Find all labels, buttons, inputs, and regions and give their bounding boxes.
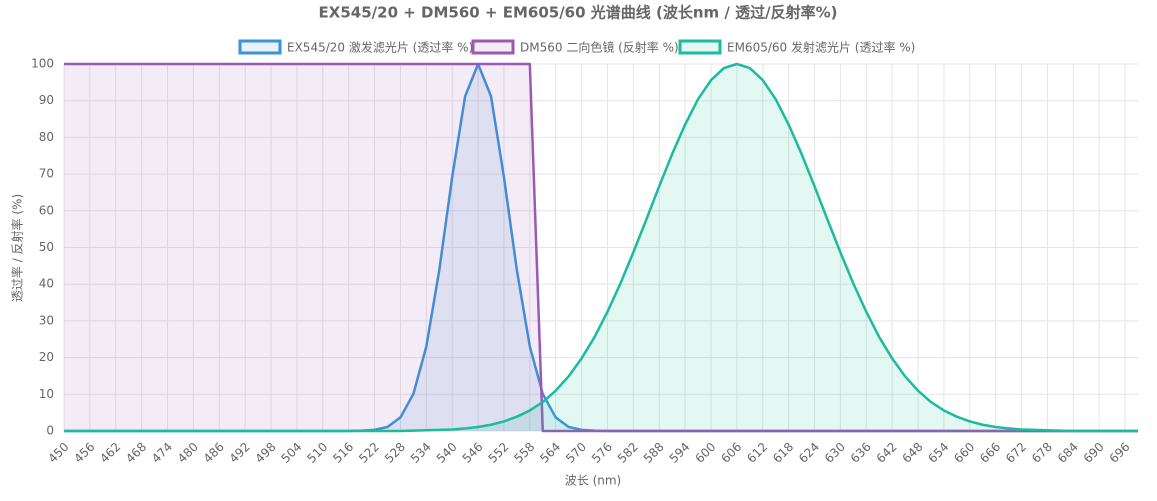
series-line bbox=[64, 62, 1138, 433]
x-tick-label: 558 bbox=[511, 440, 537, 466]
legend-label: DM560 二向色镜 (反射率 %) bbox=[520, 40, 679, 55]
y-tick-label: 50 bbox=[39, 240, 54, 254]
y-tick-label: 100 bbox=[31, 57, 54, 71]
x-tick-label: 564 bbox=[537, 440, 563, 466]
x-tick-label: 456 bbox=[71, 440, 97, 466]
x-tick-label: 468 bbox=[123, 440, 149, 466]
x-tick-label: 696 bbox=[1107, 440, 1133, 466]
x-tick-label: 612 bbox=[744, 440, 770, 466]
x-tick-label: 672 bbox=[1003, 440, 1029, 466]
legend-label: EM605/60 发射滤光片 (透过率 %) bbox=[727, 40, 915, 55]
y-tick-label: 30 bbox=[39, 313, 54, 327]
x-axis-label: 波长 (nm) bbox=[565, 474, 621, 488]
x-tick-label: 516 bbox=[330, 440, 356, 466]
y-tick-label: 80 bbox=[39, 130, 54, 144]
y-tick-label: 40 bbox=[39, 277, 54, 291]
x-tick-label: 480 bbox=[175, 440, 201, 466]
legend-label: EX545/20 激发滤光片 (透过率 %) bbox=[287, 40, 473, 55]
area-fill bbox=[64, 64, 1138, 431]
x-tick-label: 540 bbox=[434, 440, 460, 466]
x-tick-label: 570 bbox=[563, 440, 589, 466]
chart-title: EX545/20 + DM560 + EM605/60 光谱曲线 (波长nm /… bbox=[319, 4, 838, 22]
x-tick-label: 630 bbox=[822, 440, 848, 466]
x-tick-label: 678 bbox=[1029, 440, 1055, 466]
x-tick-label: 606 bbox=[718, 440, 744, 466]
x-tick-label: 648 bbox=[900, 440, 926, 466]
x-tick-label: 486 bbox=[201, 440, 227, 466]
x-tick-label: 528 bbox=[382, 440, 408, 466]
area-fill bbox=[64, 64, 1138, 431]
x-tick-label: 504 bbox=[278, 440, 304, 466]
x-tick-label: 684 bbox=[1055, 440, 1081, 466]
x-tick-label: 534 bbox=[408, 440, 434, 466]
y-tick-label: 0 bbox=[46, 424, 54, 438]
y-tick-label: 10 bbox=[39, 387, 54, 401]
x-tick-label: 660 bbox=[951, 440, 977, 466]
x-tick-label: 474 bbox=[149, 440, 175, 466]
x-tick-label: 450 bbox=[45, 440, 71, 466]
x-tick-label: 594 bbox=[667, 440, 693, 466]
x-tick-label: 522 bbox=[356, 440, 382, 466]
x-tick-label: 582 bbox=[615, 440, 641, 466]
x-tick-label: 666 bbox=[977, 440, 1003, 466]
legend-swatch bbox=[238, 39, 282, 55]
x-tick-label: 654 bbox=[925, 440, 951, 466]
x-tick-label: 600 bbox=[692, 440, 718, 466]
x-tick-label: 690 bbox=[1081, 440, 1107, 466]
y-tick-label: 20 bbox=[39, 350, 54, 364]
y-tick-label: 60 bbox=[39, 203, 54, 217]
y-axis-label: 透过率 / 反射率 (%) bbox=[10, 194, 25, 302]
legend-swatch bbox=[471, 39, 515, 55]
x-tick-label: 618 bbox=[770, 440, 796, 466]
x-tick-label: 462 bbox=[97, 440, 123, 466]
y-tick-label: 70 bbox=[39, 167, 54, 181]
series-line bbox=[64, 62, 1138, 433]
x-tick-label: 510 bbox=[304, 440, 330, 466]
x-tick-label: 492 bbox=[227, 440, 253, 466]
x-tick-label: 552 bbox=[485, 440, 511, 466]
x-tick-label: 498 bbox=[253, 440, 279, 466]
x-tick-label: 588 bbox=[641, 440, 667, 466]
x-tick-label: 624 bbox=[796, 440, 822, 466]
x-tick-label: 546 bbox=[460, 440, 486, 466]
x-tick-label: 636 bbox=[848, 440, 874, 466]
y-tick-label: 90 bbox=[39, 93, 54, 107]
x-tick-label: 576 bbox=[589, 440, 615, 466]
legend-swatch bbox=[678, 39, 722, 55]
x-tick-label: 642 bbox=[874, 440, 900, 466]
